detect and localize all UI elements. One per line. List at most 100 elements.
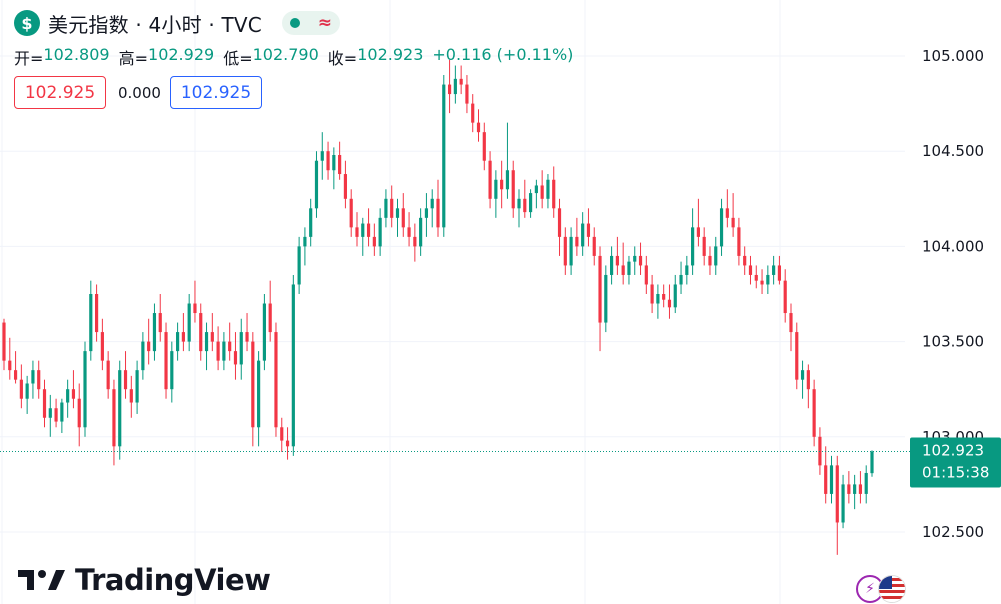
y-tick-label: 104.000 bbox=[922, 237, 984, 255]
candle-body bbox=[719, 208, 724, 247]
candle-body bbox=[106, 360, 110, 390]
candle-body bbox=[343, 174, 348, 199]
candle-body bbox=[366, 223, 371, 237]
candle-body bbox=[54, 408, 58, 422]
candle-body bbox=[390, 198, 394, 218]
candle-body bbox=[696, 227, 700, 237]
sell-price-button[interactable]: 102.925 bbox=[14, 76, 106, 109]
candle-body bbox=[586, 223, 591, 237]
candle-body bbox=[257, 360, 261, 428]
candle-body bbox=[748, 265, 753, 275]
candle-body bbox=[210, 332, 214, 342]
candle-body bbox=[268, 303, 272, 333]
candle-body bbox=[413, 236, 417, 247]
close-value: 102.923 bbox=[357, 45, 424, 64]
candle-body bbox=[644, 265, 648, 285]
candle-body bbox=[285, 440, 290, 447]
candle-body bbox=[540, 185, 544, 199]
candle-body bbox=[806, 370, 810, 390]
close-label: 收= bbox=[327, 49, 358, 68]
candle-body bbox=[829, 465, 834, 494]
market-status-pill[interactable]: ≈ bbox=[281, 11, 340, 35]
open-label: 开= bbox=[14, 49, 44, 68]
low-label: 低= bbox=[223, 49, 253, 68]
candle-body bbox=[204, 332, 209, 352]
candle-body bbox=[141, 341, 145, 371]
candle-body bbox=[37, 370, 41, 390]
candle-body bbox=[783, 280, 787, 314]
candle-body bbox=[25, 383, 29, 399]
candle-body bbox=[610, 255, 614, 275]
us-flag-icon[interactable] bbox=[878, 575, 906, 603]
candle-body bbox=[176, 332, 180, 352]
candle-body bbox=[152, 313, 157, 352]
candle-body bbox=[83, 351, 87, 428]
candle-body bbox=[638, 255, 643, 266]
candle-body bbox=[326, 151, 330, 171]
candle-body bbox=[656, 294, 660, 304]
candle-body bbox=[430, 198, 434, 209]
symbol-header: $ 美元指数 · 4小时 · TVC ≈ bbox=[14, 9, 340, 37]
candle-body bbox=[702, 236, 706, 256]
candle-body bbox=[557, 208, 562, 237]
candle-body bbox=[233, 351, 238, 365]
candle-body bbox=[77, 398, 81, 428]
buy-price-button[interactable]: 102.925 bbox=[170, 76, 262, 109]
candle-body bbox=[407, 227, 411, 237]
candle-body bbox=[505, 170, 510, 190]
candle-body bbox=[824, 465, 828, 494]
candle-body bbox=[129, 389, 133, 403]
candle-body bbox=[89, 294, 93, 352]
change-value: +0.116 (+0.11%) bbox=[432, 45, 574, 64]
candle-body bbox=[575, 236, 579, 247]
candle-body bbox=[384, 198, 388, 218]
candle-body bbox=[349, 198, 353, 228]
candle-body bbox=[419, 217, 423, 247]
candle-body bbox=[471, 103, 475, 123]
candle-body bbox=[297, 246, 301, 285]
candle-body bbox=[8, 360, 12, 371]
low-value: 102.790 bbox=[252, 45, 319, 64]
tradingview-logo[interactable]: TradingView bbox=[18, 563, 271, 597]
y-tick-label: 102.500 bbox=[922, 523, 984, 541]
candle-body bbox=[372, 236, 376, 247]
candle-body bbox=[673, 284, 677, 308]
candle-body bbox=[424, 208, 429, 218]
candle-body bbox=[569, 236, 573, 266]
candle-body bbox=[465, 84, 469, 104]
candle-body bbox=[170, 351, 174, 390]
candle-body bbox=[511, 170, 515, 209]
candle-body bbox=[598, 255, 602, 323]
candle-body bbox=[60, 402, 64, 422]
wave-icon: ≈ bbox=[317, 12, 332, 33]
candle-body bbox=[517, 198, 521, 209]
candle-body bbox=[447, 84, 452, 95]
candle-body bbox=[13, 370, 18, 380]
candle-body bbox=[401, 208, 405, 228]
candle-body bbox=[280, 427, 284, 441]
candle-body bbox=[193, 303, 197, 314]
candle-body bbox=[528, 193, 533, 213]
candle-body bbox=[534, 185, 538, 194]
candle-body bbox=[592, 236, 596, 256]
ohlc-legend: 开= 102.809 高= 102.929 低= 102.790 收= 102.… bbox=[14, 45, 573, 69]
candle-body bbox=[303, 236, 307, 247]
candle-body bbox=[181, 332, 185, 342]
symbol-title[interactable]: 美元指数 · 4小时 · TVC bbox=[48, 12, 262, 37]
chart-grid bbox=[0, 0, 905, 604]
candle-body bbox=[760, 280, 764, 285]
candle-body bbox=[361, 223, 365, 237]
candle-body bbox=[66, 389, 70, 403]
candle-body bbox=[494, 179, 498, 199]
candle-body bbox=[488, 160, 492, 199]
candle-body bbox=[459, 78, 463, 85]
candle-body bbox=[772, 265, 776, 275]
candle-body bbox=[766, 274, 770, 285]
candle-body bbox=[71, 389, 76, 399]
candle-body bbox=[48, 408, 52, 418]
candle-body bbox=[621, 265, 625, 275]
y-tick-label: 104.500 bbox=[922, 142, 984, 160]
candle-body bbox=[812, 389, 816, 437]
candle-body bbox=[453, 78, 457, 95]
